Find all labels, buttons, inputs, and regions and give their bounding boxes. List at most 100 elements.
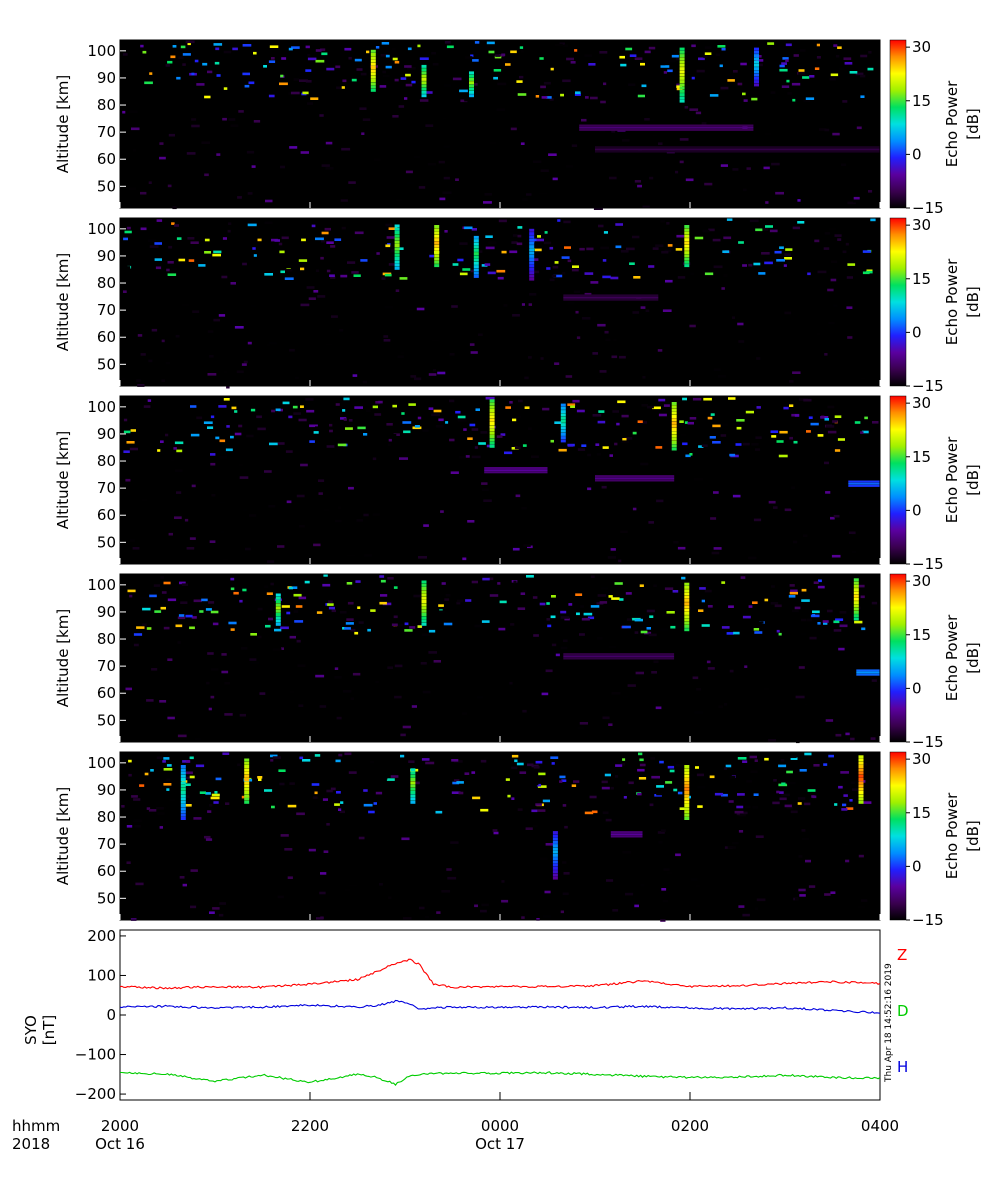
echo-cell	[329, 429, 333, 433]
echo-cell	[651, 775, 660, 779]
echo-cell	[786, 806, 794, 810]
echo-cell	[779, 64, 785, 68]
echo-cell	[284, 277, 294, 280]
echo-cell	[474, 624, 482, 628]
echo-trail-cell	[529, 241, 535, 245]
echo-cell	[298, 418, 307, 422]
echo-cell	[597, 323, 606, 327]
echo-cell	[824, 353, 828, 356]
echo-cell	[548, 153, 557, 156]
echo-cell	[735, 443, 742, 446]
echo-cell	[384, 305, 393, 309]
echo-cell	[816, 56, 821, 59]
echo-cell	[338, 506, 342, 509]
echo-cell	[360, 72, 367, 76]
echo-cell	[483, 499, 492, 502]
echo-cell	[648, 624, 657, 627]
echo-trail-cell	[421, 84, 427, 88]
echo-cell	[428, 597, 433, 600]
echo-cell	[137, 334, 143, 337]
echo-cell	[331, 609, 336, 613]
echo-cell	[791, 486, 796, 489]
echo-cell	[190, 869, 198, 872]
echo-cell	[667, 69, 673, 73]
echo-cell	[338, 759, 346, 762]
echo-cell	[793, 54, 799, 57]
echo-trail-cell	[684, 260, 690, 264]
echo-cell	[806, 430, 811, 433]
echo-cell	[379, 85, 387, 88]
echo-cell	[532, 825, 538, 828]
echo-cell	[709, 436, 716, 439]
echo-cell	[328, 600, 333, 603]
echo-cell	[627, 684, 636, 687]
echo-cell	[431, 413, 440, 417]
echo-trail-cell	[684, 608, 690, 612]
echo-cell	[383, 335, 389, 338]
echo-cell	[433, 660, 441, 663]
echo-trail-cell	[671, 408, 677, 412]
echo-cell	[575, 310, 579, 314]
echo-trail-cell	[671, 437, 677, 441]
echo-cell	[570, 61, 576, 64]
echo-cell	[743, 99, 748, 102]
echo-cell	[480, 759, 487, 763]
echo-cell	[570, 770, 574, 773]
echo-cell	[628, 781, 634, 785]
echo-cell	[588, 63, 596, 66]
echo-trail-cell	[552, 876, 558, 880]
echo-cell	[210, 453, 216, 456]
echo-cell	[337, 443, 347, 447]
y-tick-label: 50	[97, 533, 116, 551]
echo-cell	[160, 440, 164, 443]
echo-cell	[845, 170, 852, 174]
echo-cell	[596, 377, 603, 380]
echo-layer	[848, 482, 880, 485]
echo-cell	[420, 524, 425, 527]
echo-cell	[357, 426, 366, 430]
echo-cell	[334, 676, 342, 679]
colorbar-unit: [dB]	[964, 820, 982, 852]
echo-cell	[621, 440, 630, 443]
echo-cell	[228, 621, 237, 625]
echo-cell	[751, 97, 758, 101]
echo-cell	[562, 804, 567, 807]
echo-cell	[737, 757, 747, 760]
echo-trail-cell	[552, 873, 558, 877]
echo-cell	[318, 479, 325, 482]
echo-cell	[270, 754, 278, 758]
echo-cell	[166, 268, 170, 272]
echo-cell	[163, 581, 171, 585]
echo-cell	[363, 433, 368, 436]
echo-cell	[185, 614, 193, 618]
colorbar-label: Echo Power	[943, 614, 961, 701]
echo-cell	[753, 518, 762, 522]
echo-cell	[536, 238, 544, 242]
echo-cell	[792, 98, 796, 102]
echo-cell	[498, 219, 507, 223]
echo-cell	[481, 913, 485, 916]
echo-cell	[605, 818, 612, 822]
echo-cell	[714, 792, 724, 796]
echo-cell	[400, 733, 406, 737]
echo-cell	[448, 503, 452, 507]
echo-cell	[704, 338, 710, 342]
echo-cell	[831, 554, 841, 558]
echo-trail-cell	[244, 765, 250, 768]
echo-trail-cell	[180, 771, 186, 775]
echo-cell	[167, 658, 173, 661]
echo-layer	[595, 148, 880, 151]
echo-cell	[281, 647, 284, 650]
echo-cell	[792, 371, 801, 374]
echo-cell	[501, 880, 505, 883]
echo-cell	[190, 905, 197, 909]
echo-cell	[404, 622, 409, 626]
echo-cell	[180, 45, 186, 49]
echo-trail-cell	[529, 271, 535, 275]
echo-cell	[460, 99, 468, 103]
echo-cell	[315, 237, 324, 241]
echo-cell	[396, 247, 404, 250]
echo-trail-cell	[394, 237, 400, 241]
echo-cell	[860, 377, 866, 380]
echo-cell	[691, 774, 695, 777]
